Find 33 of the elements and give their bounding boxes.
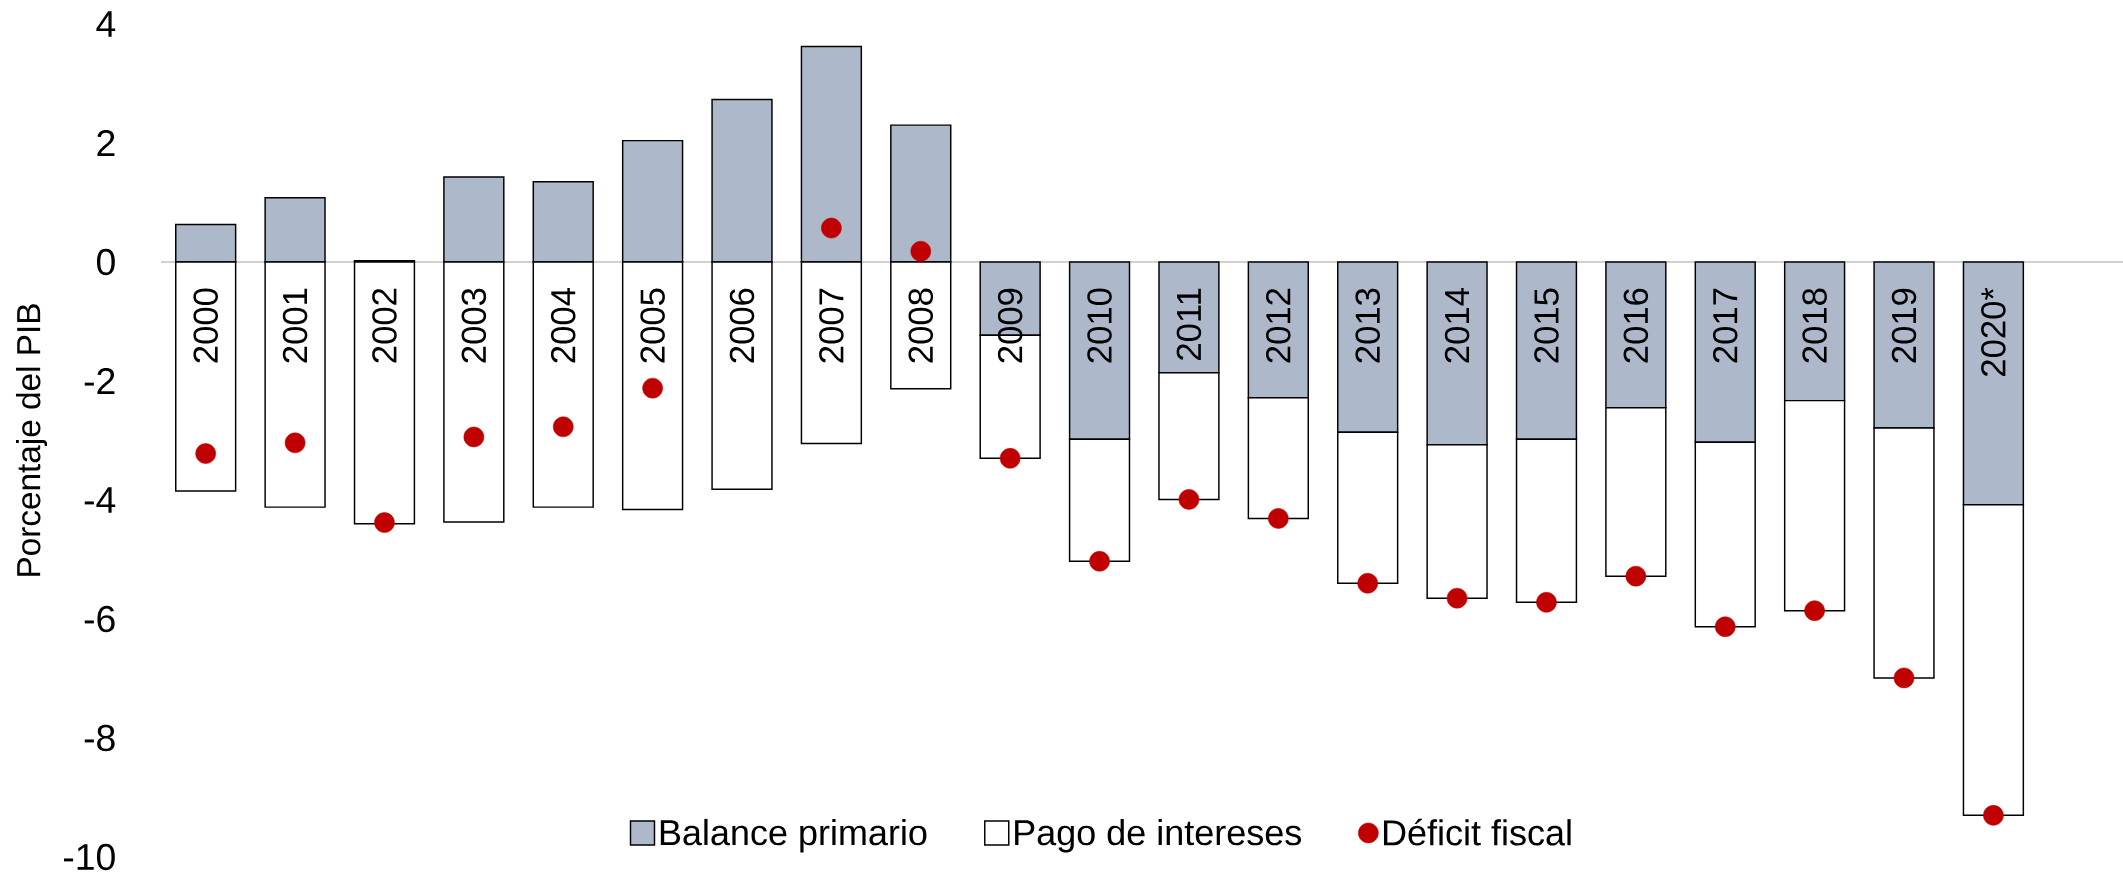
- legend-label: Déficit fiscal: [1383, 818, 1571, 846]
- x-tick-label: 2019: [1891, 288, 1917, 363]
- x-tick-label: 2006: [729, 288, 755, 363]
- y-tick-label: 4: [96, 11, 116, 37]
- x-tick-label: 2008: [908, 288, 934, 363]
- y-tick-label: 0: [96, 248, 115, 276]
- legend-label: Pago de intereses: [1015, 818, 1301, 853]
- y-axis-title: Porcentaje del PIB: [15, 304, 48, 576]
- x-tick-label: 2017: [1712, 288, 1738, 363]
- x-tick-label: 2018: [1802, 288, 1827, 363]
- x-tick-label: 2010: [1087, 288, 1112, 363]
- x-tick-label: 2007: [819, 288, 844, 363]
- x-tick-label: 2012: [1266, 288, 1291, 363]
- x-tick-label: 2020*: [1981, 287, 2006, 376]
- x-tick-label: 2003: [461, 288, 487, 363]
- x-tick-label: 2000: [193, 288, 218, 363]
- y-tick-label: -10: [63, 843, 115, 871]
- y-tick-label: -6: [84, 605, 115, 633]
- x-tick-label: 2009: [997, 288, 1023, 363]
- x-tick-label: 2001: [282, 288, 308, 363]
- y-tick-label: 2: [97, 129, 115, 157]
- x-tick-label: 2002: [372, 288, 397, 363]
- x-tick-label: 2013: [1355, 288, 1380, 363]
- x-tick-label: 2014: [1444, 288, 1470, 363]
- x-tick-label: 2011: [1176, 288, 1202, 360]
- legend-label: Balance primario: [660, 818, 927, 853]
- y-tick-label: -8: [84, 724, 115, 752]
- x-tick-label: 2004: [550, 288, 576, 363]
- x-tick-label: 2015: [1534, 288, 1559, 363]
- y-tick-label: -2: [84, 367, 115, 395]
- y-tick-label: -4: [84, 487, 116, 513]
- x-tick-label: 2016: [1623, 288, 1649, 363]
- x-tick-label: 2005: [640, 288, 665, 363]
